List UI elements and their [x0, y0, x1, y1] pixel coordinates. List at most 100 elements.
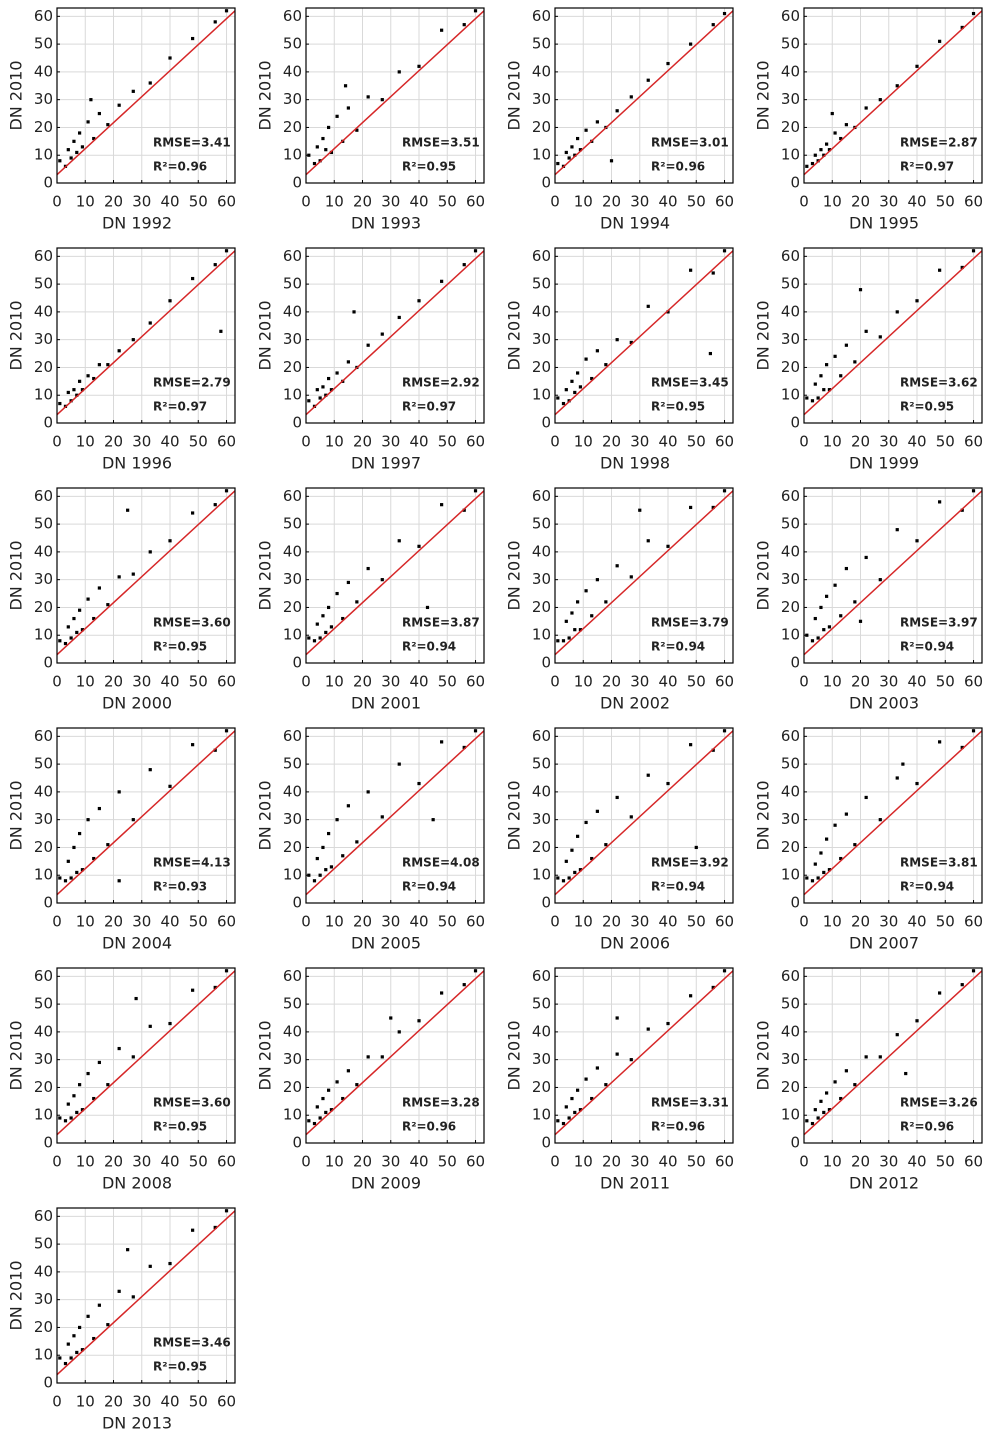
y-tick-label: 10: [34, 1106, 53, 1124]
point: [864, 1055, 868, 1059]
point: [878, 818, 882, 822]
point: [366, 95, 370, 99]
point: [312, 1121, 317, 1126]
y-tick-label: 50: [34, 275, 53, 293]
point: [629, 340, 633, 345]
point: [878, 98, 882, 102]
point: [72, 616, 76, 621]
annotation: RMSE=2.79: [153, 376, 231, 390]
plot-frame: [56, 1207, 236, 1384]
y-tick-label: 0: [790, 654, 800, 672]
point: [213, 263, 217, 267]
y-tick-label: 10: [781, 386, 800, 404]
point: [816, 1116, 820, 1120]
y-tick-label: 10: [283, 626, 302, 644]
y-tick-label: 40: [532, 782, 551, 800]
point: [567, 636, 571, 640]
x-tick-label: 10: [823, 673, 842, 691]
point: [561, 401, 566, 406]
annotation: RMSE=3.51: [402, 136, 480, 150]
x-tick-label: 10: [325, 193, 344, 211]
point: [66, 625, 70, 629]
y-tick-label: 0: [541, 1134, 551, 1152]
x-tick-label: 0: [550, 1153, 560, 1171]
point: [813, 382, 817, 386]
annotation: RMSE=3.45: [651, 376, 729, 390]
x-tick-label: 10: [325, 913, 344, 931]
point: [312, 161, 317, 166]
point: [827, 868, 832, 872]
point: [191, 276, 195, 281]
y-axis-label: DN 2010: [7, 60, 26, 130]
point: [578, 385, 583, 389]
y-tick-label: 0: [292, 414, 302, 432]
point: [106, 123, 110, 127]
point: [638, 508, 642, 512]
point: [462, 263, 466, 267]
x-tick-label: 50: [687, 1153, 706, 1171]
y-tick-label: 40: [283, 782, 302, 800]
point: [960, 983, 964, 987]
x-tick-label: 30: [879, 1153, 898, 1171]
point: [417, 64, 421, 68]
y-tick-label: 0: [790, 894, 800, 912]
point: [397, 70, 401, 74]
point: [224, 9, 229, 13]
point: [564, 619, 568, 623]
y-tick-label: 50: [781, 515, 800, 533]
fit-line: [56, 970, 236, 1136]
point: [878, 335, 882, 339]
x-tick-label: 50: [438, 193, 457, 211]
point: [92, 856, 96, 861]
point: [615, 564, 619, 568]
x-tick-label: 20: [851, 673, 870, 691]
x-tick-label: 60: [715, 673, 734, 691]
plot-area: [306, 488, 484, 663]
y-tick-label: 20: [283, 1078, 302, 1096]
point: [431, 818, 435, 822]
point: [564, 859, 568, 863]
panel: 0 10 20 30 40 50 60 0 10 20 30 40 50 60 RMSE=4.13 R²=0.…: [7, 727, 237, 953]
point: [425, 605, 430, 610]
y-axis-label: DN 2010: [754, 780, 773, 850]
point: [78, 379, 82, 383]
x-tick-label: 50: [936, 1153, 955, 1171]
panel: 0 10 20 30 40 50 60 0 10 20 30 40 50 60 RMSE=3.46 R²=0.…: [7, 1207, 237, 1433]
fit-line: [56, 250, 236, 416]
annotation: R²=0.94: [651, 880, 705, 894]
point: [131, 89, 135, 93]
x-axis-label: DN 2011: [600, 1174, 670, 1193]
x-tick-label: 40: [160, 673, 179, 691]
y-axis-label: DN 2010: [7, 1020, 26, 1090]
x-tick-label: 10: [76, 1393, 95, 1411]
point: [321, 385, 325, 389]
point: [609, 159, 614, 163]
y-tick-label: 0: [292, 894, 302, 912]
y-tick-label: 20: [781, 1078, 800, 1096]
annotation: RMSE=3.87: [402, 616, 480, 630]
x-tick-label: 30: [381, 673, 400, 691]
point: [819, 148, 823, 152]
point: [938, 991, 942, 995]
point: [80, 388, 85, 392]
x-tick-label: 60: [964, 193, 983, 211]
point: [844, 123, 848, 127]
point: [168, 1261, 172, 1266]
point: [343, 84, 348, 88]
y-tick-label: 10: [34, 866, 53, 884]
point: [689, 42, 693, 46]
point: [666, 61, 670, 66]
point: [327, 376, 331, 381]
point: [595, 1066, 599, 1070]
plot-area: [804, 488, 982, 663]
point: [97, 363, 101, 367]
x-tick-label: 40: [907, 673, 926, 691]
point: [117, 349, 121, 353]
point: [131, 338, 135, 342]
point: [825, 142, 829, 146]
x-tick-label: 10: [574, 673, 593, 691]
plot-area: [57, 728, 235, 903]
plot-area: [57, 968, 235, 1143]
y-axis-label: DN 2010: [754, 60, 773, 130]
point: [440, 279, 444, 283]
